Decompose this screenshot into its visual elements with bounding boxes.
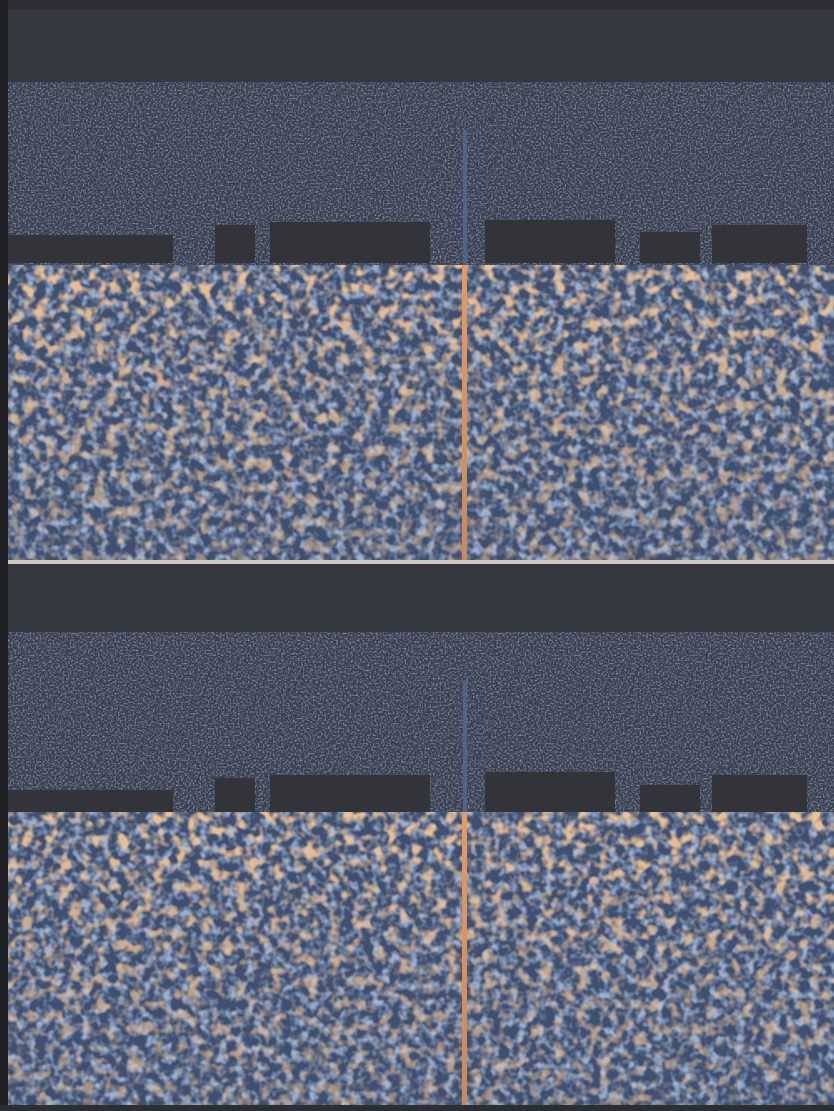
spectrogram-view — [0, 0, 834, 1111]
transient-line — [463, 680, 467, 812]
page: (() => { const data = JSON.parse(documen… — [0, 0, 834, 1111]
dark-band — [8, 10, 834, 82]
dark-band — [8, 564, 834, 632]
orange-texture — [8, 812, 834, 1105]
transient-line — [463, 130, 467, 265]
panel-divider — [8, 560, 834, 564]
orange-texture — [8, 265, 834, 560]
bottom-border — [0, 1105, 834, 1111]
transient-line — [462, 812, 467, 1105]
spectrogram-panel — [8, 10, 834, 560]
spectrogram-panel — [8, 564, 834, 1105]
left-border — [0, 0, 8, 1111]
transient-line — [462, 265, 467, 560]
